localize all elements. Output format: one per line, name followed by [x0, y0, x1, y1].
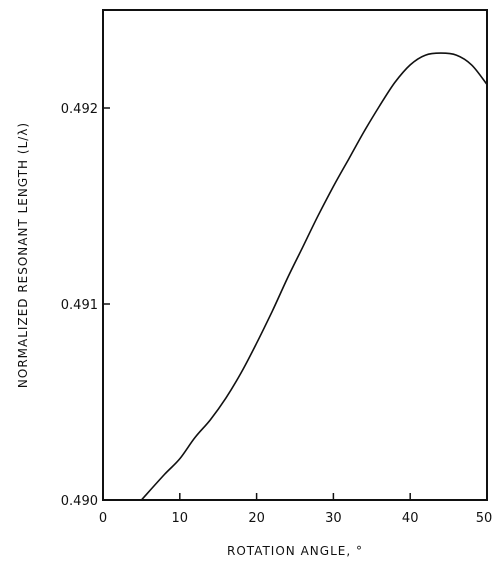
x-tick-label: 10	[172, 511, 189, 526]
x-axis-ticks: 0 10 20 30 40 50	[99, 493, 492, 526]
plot-frame	[102, 9, 488, 501]
x-tick-label: 20	[248, 511, 265, 526]
x-axis-title: ROTATION ANGLE, °	[227, 544, 363, 558]
y-axis-ticks: 0.490 0.491 0.492	[61, 102, 110, 509]
x-tick-label: 30	[325, 511, 342, 526]
y-tick-label: 0.490	[61, 494, 98, 509]
x-tick-label: 50	[476, 511, 493, 526]
y-tick-label: 0.492	[61, 102, 98, 117]
x-tick-label: 40	[402, 511, 419, 526]
y-axis-title: NORMALIZED RESONANT LENGTH (L/λ)	[16, 122, 30, 388]
series-line	[140, 52, 488, 501]
x-tick-label: 0	[99, 511, 107, 526]
y-tick-label: 0.491	[61, 298, 98, 313]
